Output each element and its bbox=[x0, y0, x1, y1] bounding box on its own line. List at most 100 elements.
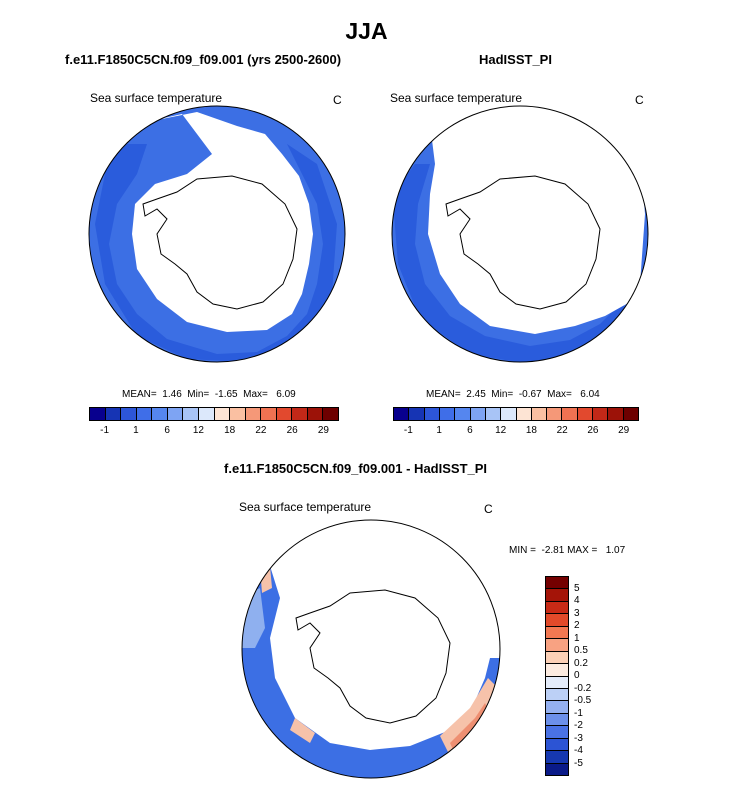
colorbar-tick-label: 18 bbox=[525, 425, 537, 436]
panel-2-antarctica-outline bbox=[445, 175, 601, 310]
panel-1-variable: Sea surface temperature bbox=[90, 91, 223, 105]
diff-colorbar-box-7 bbox=[546, 664, 568, 677]
colorbar-box-5 bbox=[167, 408, 184, 420]
panel-1-ocean-cold-band bbox=[95, 144, 337, 362]
colorbar-tick-label: 12 bbox=[495, 425, 507, 436]
diff-colorbar-tick-label: -1 bbox=[574, 707, 583, 719]
colorbar-box-15 bbox=[623, 408, 638, 420]
panel-3-anomaly-warm-east bbox=[440, 678, 498, 756]
colorbar-box-0 bbox=[394, 408, 410, 420]
colorbar-tick-label: 1 bbox=[436, 425, 442, 436]
diff-colorbar-tick-label: -4 bbox=[574, 745, 583, 756]
colorbar-box-10 bbox=[245, 408, 262, 420]
panel-2-units: C bbox=[635, 93, 644, 107]
panel-3-colorbar-ticks: 5 4 3 2 1 0.5 0.2 0 -0.2 -0.5 -1 -2 -3 -4 -5 bbox=[574, 576, 614, 776]
diff-colorbar-tick-label: 4 bbox=[574, 595, 580, 606]
diff-colorbar-box-9 bbox=[546, 688, 568, 702]
panel-3-colorbar bbox=[545, 576, 569, 776]
diff-colorbar-box-5 bbox=[546, 639, 568, 652]
panel-2-title: HadISST_PI bbox=[479, 52, 552, 67]
panel-1-map bbox=[88, 105, 346, 363]
panel-3-title: f.e11.F1850C5CN.f09_f09.001 - HadISST_PI bbox=[224, 461, 488, 476]
colorbar-box-12 bbox=[276, 408, 293, 420]
colorbar-tick-label: -1 bbox=[100, 425, 110, 436]
diff-colorbar-tick-label: 0.2 bbox=[574, 657, 588, 669]
colorbar-box-9 bbox=[230, 408, 246, 420]
diff-colorbar-box-11 bbox=[546, 713, 568, 727]
colorbar-box-6 bbox=[183, 408, 199, 420]
colorbar-box-1 bbox=[409, 408, 425, 420]
diff-colorbar-box-8 bbox=[546, 676, 568, 689]
colorbar-box-3 bbox=[439, 408, 456, 420]
colorbar-tick-label: 6 bbox=[467, 425, 473, 436]
panel-2-colorbar-ticks: -1 1 6 12 18 22 26 29 bbox=[393, 425, 639, 439]
colorbar-box-4 bbox=[455, 408, 471, 420]
diff-colorbar-box-2 bbox=[546, 601, 568, 615]
panel-3-variable: Sea surface temperature bbox=[239, 500, 372, 514]
panel-3-map bbox=[241, 519, 501, 779]
panel-1-units: C bbox=[333, 93, 342, 107]
colorbar-box-10 bbox=[547, 408, 563, 420]
diff-colorbar-box-1 bbox=[546, 589, 568, 602]
colorbar-tick-label: 26 bbox=[587, 425, 599, 436]
colorbar-box-11 bbox=[261, 408, 277, 420]
colorbar-box-7 bbox=[198, 408, 215, 420]
diff-colorbar-box-14 bbox=[546, 751, 568, 764]
colorbar-tick-label: 18 bbox=[224, 425, 236, 436]
colorbar-box-12 bbox=[577, 408, 594, 420]
colorbar-tick-label: 22 bbox=[556, 425, 568, 436]
diff-colorbar-tick-label: 0 bbox=[574, 670, 580, 681]
colorbar-box-8 bbox=[214, 408, 231, 420]
colorbar-tick-label: 29 bbox=[618, 425, 630, 436]
diff-colorbar-box-15 bbox=[546, 763, 568, 775]
diff-colorbar-box-4 bbox=[546, 626, 568, 640]
diff-colorbar-tick-label: -0.5 bbox=[574, 695, 592, 706]
panel-1-colorbar-ticks: -1 1 6 12 18 22 26 29 bbox=[89, 425, 339, 439]
panel-2-colorbar bbox=[393, 407, 639, 421]
colorbar-tick-label: 29 bbox=[317, 425, 329, 436]
colorbar-box-11 bbox=[562, 408, 578, 420]
colorbar-tick-label: 6 bbox=[164, 425, 170, 436]
colorbar-box-15 bbox=[323, 408, 338, 420]
colorbar-tick-label: 22 bbox=[255, 425, 267, 436]
colorbar-box-0 bbox=[90, 408, 106, 420]
colorbar-box-9 bbox=[531, 408, 548, 420]
diff-colorbar-tick-label: -3 bbox=[574, 732, 583, 744]
colorbar-box-3 bbox=[136, 408, 153, 420]
colorbar-box-1 bbox=[105, 408, 122, 420]
colorbar-box-2 bbox=[121, 408, 137, 420]
colorbar-box-13 bbox=[292, 408, 308, 420]
colorbar-box-2 bbox=[424, 408, 440, 420]
diff-colorbar-box-0 bbox=[546, 577, 568, 590]
diff-colorbar-tick-label: -2 bbox=[574, 720, 583, 731]
panel-1-stats: MEAN= 1.46 Min= -1.65 Max= 6.09 bbox=[122, 389, 296, 400]
diff-colorbar-tick-label: -5 bbox=[574, 757, 583, 769]
diff-colorbar-tick-label: -0.2 bbox=[574, 682, 592, 694]
colorbar-box-7 bbox=[501, 408, 517, 420]
panel-1-title: f.e11.F1850C5CN.f09_f09.001 (yrs 2500-26… bbox=[65, 52, 342, 67]
diff-colorbar-box-3 bbox=[546, 614, 568, 627]
figure-title: JJA bbox=[345, 18, 388, 44]
diff-colorbar-box-12 bbox=[546, 726, 568, 739]
colorbar-tick-label: 12 bbox=[192, 425, 204, 436]
panel-3-anomaly-warm-southwest bbox=[290, 718, 315, 743]
panel-3-anomaly-warm-east-core bbox=[450, 703, 490, 752]
diff-colorbar-box-10 bbox=[546, 701, 568, 714]
panel-3-units: C bbox=[484, 502, 493, 516]
panel-3-stats: MIN = -2.81 MAX = 1.07 bbox=[509, 545, 626, 556]
panel-2-map bbox=[391, 105, 649, 363]
panel-2-variable: Sea surface temperature bbox=[390, 91, 523, 105]
diff-colorbar-tick-label: 0.5 bbox=[574, 645, 588, 656]
colorbar-tick-label: 1 bbox=[133, 425, 139, 436]
panel-3-antarctica-outline bbox=[295, 589, 451, 724]
diff-colorbar-tick-label: 3 bbox=[574, 607, 580, 619]
colorbar-box-5 bbox=[470, 408, 486, 420]
colorbar-box-6 bbox=[485, 408, 502, 420]
diff-colorbar-tick-label: 2 bbox=[574, 620, 580, 631]
colorbar-box-14 bbox=[608, 408, 624, 420]
colorbar-box-13 bbox=[593, 408, 609, 420]
colorbar-box-14 bbox=[307, 408, 324, 420]
diff-colorbar-box-13 bbox=[546, 738, 568, 752]
colorbar-box-8 bbox=[516, 408, 532, 420]
panel-2-stats: MEAN= 2.45 Min= -0.67 Max= 6.04 bbox=[426, 389, 600, 400]
